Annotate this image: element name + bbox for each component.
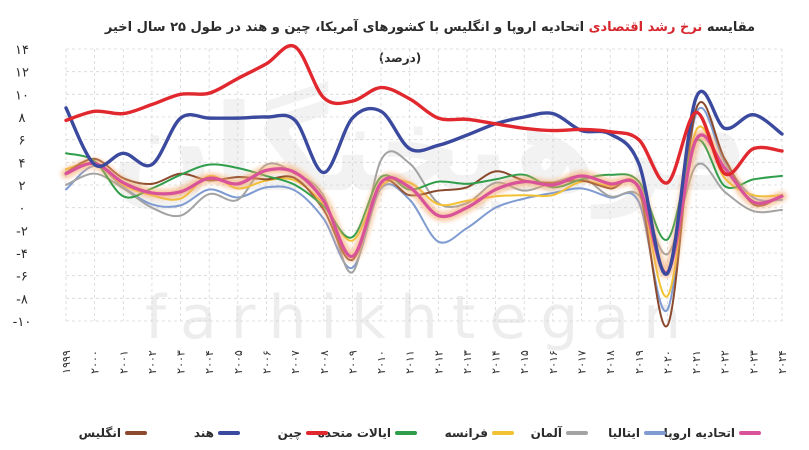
y-tick-label: ۶	[19, 134, 26, 149]
legend-label: چین	[278, 426, 302, 440]
x-tick-label: ۲۰۲۴	[776, 350, 789, 374]
legend-item: هند	[194, 426, 240, 440]
legend-item: ایتالیا	[608, 426, 666, 440]
legend-label: انگلیس	[79, 426, 121, 440]
legend-item: چین	[278, 426, 328, 440]
x-tick-label: ۲۰۱۵	[518, 350, 531, 374]
y-tick-label: -۶	[16, 270, 28, 285]
x-tick-label: ۲۰۰۲	[146, 350, 159, 374]
y-tick-label: -۲	[16, 224, 28, 239]
legend: اتحادیه اروپا ایتالیا آلمان فرانسه ایالات مت…	[79, 425, 761, 441]
x-tick-label: ۲۰۰۶	[260, 350, 273, 374]
legend-label: آلمان	[531, 425, 563, 440]
legend-item: آلمان	[531, 425, 588, 440]
x-tick-label: ۲۰۰۱	[117, 350, 130, 374]
x-tick-label: ۲۰۱۷	[576, 350, 589, 374]
x-tick-label: ۱۹۹۹	[60, 350, 73, 374]
x-tick-label: ۲۰۰۷	[289, 350, 302, 374]
legend-label: فرانسه	[445, 426, 488, 440]
series-line-2	[65, 150, 783, 274]
chart-title-before: مقایسه	[707, 20, 755, 35]
series-lines	[61, 43, 787, 328]
y-tick-label: ۰	[19, 202, 26, 217]
x-tick-label: ۲۰۱۴	[490, 350, 503, 374]
x-tick-label: ۲۰۰۰	[89, 350, 102, 374]
chart-title-highlight: نرخ رشد اقتصادی	[589, 20, 703, 35]
legend-item: ایالات متحده	[318, 426, 417, 440]
y-tick-label: ۱۰	[15, 88, 29, 103]
legend-item: اتحادیه اروپا	[664, 426, 761, 441]
legend-item: انگلیس	[79, 426, 147, 440]
series-line-5	[64, 43, 784, 185]
x-tick-label: ۲۰۰۸	[318, 350, 331, 374]
x-tick-label: ۲۰۱۶	[547, 350, 560, 374]
y-axis-ticks: ۱۴ ۱۲ ۱۰ ۸ ۶ ۴ ۲ ۰ -۲ -۴ -۶ -۸ -۱۰	[13, 43, 32, 330]
y-tick-label: -۸	[16, 292, 28, 307]
legend-label: ایتالیا	[608, 426, 640, 440]
x-tick-label: ۲۰۰۴	[203, 350, 216, 374]
x-tick-label: ۲۰۱۰	[375, 350, 388, 374]
x-tick-label: ۲۰۲۲	[719, 350, 732, 374]
chart-subtitle: (درصد)	[379, 51, 422, 65]
y-tick-label: -۱۰	[13, 315, 32, 330]
x-tick-label: ۲۰۲۳	[747, 350, 760, 374]
y-tick-label: ۴	[19, 156, 26, 171]
y-tick-label: ۸	[19, 111, 26, 126]
x-tick-label: ۲۰۰۳	[175, 350, 188, 374]
x-tick-label: ۲۰۰۵	[232, 350, 245, 374]
series-line-7	[65, 100, 783, 328]
series-line-6	[64, 89, 784, 276]
y-tick-label: ۱۴	[15, 43, 29, 58]
x-tick-label: ۲۰۱۱	[404, 350, 417, 374]
legend-label: اتحادیه اروپا	[664, 426, 735, 441]
x-tick-label: ۲۰۲۰	[661, 350, 674, 374]
x-tick-label: ۲۰۱۲	[432, 350, 445, 374]
chart-title-after: اتحادیه اروپا و انگلیس با کشورهای آمریکا…	[104, 18, 584, 35]
x-tick-label: ۲۰۰۹	[346, 350, 359, 374]
y-tick-label: -۴	[16, 247, 28, 262]
chart-title: مقایسه نرخ رشد اقتصادی اتحادیه اروپا و ا…	[104, 18, 755, 35]
legend-label: ایالات متحده	[318, 426, 391, 440]
legend-item: فرانسه	[445, 426, 514, 440]
x-axis-ticks: ۱۹۹۹ ۲۰۰۰ ۲۰۰۱ ۲۰۰۲ ۲۰۰۳ ۲۰۰۴ ۲۰۰۵ ۲۰۰۶ ۲۰۰۷ ۲۰۰۸…	[60, 350, 789, 374]
legend-label: هند	[194, 426, 214, 440]
x-tick-label: ۲۰۱۸	[604, 350, 617, 374]
series-line-4	[65, 138, 783, 241]
watermark-latin: farhikhtegan	[145, 283, 695, 353]
x-tick-label: ۲۰۱۳	[461, 350, 474, 374]
y-tick-label: ۱۲	[15, 66, 29, 81]
x-tick-label: ۲۰۲۱	[690, 350, 703, 374]
y-tick-label: ۲	[19, 179, 26, 194]
x-tick-label: ۲۰۱۹	[633, 350, 646, 374]
